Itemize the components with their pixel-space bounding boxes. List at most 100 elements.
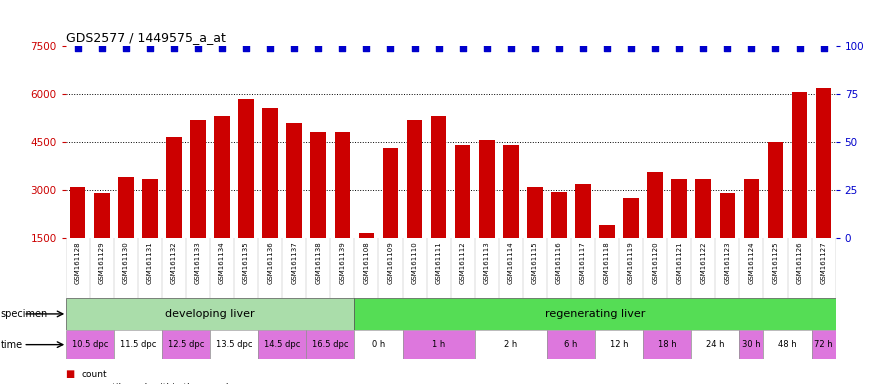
Point [672,45,686,51]
Point [552,45,566,51]
Point [431,45,445,51]
Text: GSM161114: GSM161114 [507,241,514,284]
Bar [142,179,158,238]
Point [94,45,108,51]
Bar [238,99,254,238]
Bar [648,172,663,238]
Bar [719,193,735,238]
Bar [527,187,542,238]
Point [816,45,830,51]
Point [528,45,542,51]
Bar [70,187,86,238]
Bar [503,145,519,238]
Text: 18 h: 18 h [658,340,676,349]
Bar [744,179,760,238]
Bar [551,192,567,238]
Text: 0 h: 0 h [372,340,385,349]
Text: GSM161108: GSM161108 [363,241,369,284]
Text: GSM161110: GSM161110 [411,241,417,284]
Text: 14.5 dpc: 14.5 dpc [264,340,300,349]
Text: GSM161112: GSM161112 [459,241,466,284]
Bar [599,225,615,238]
Bar [334,132,350,238]
Text: GSM161129: GSM161129 [99,241,105,284]
Point [360,45,374,51]
Bar [306,330,354,359]
Text: GSM161118: GSM161118 [604,241,610,284]
Point [745,45,759,51]
Bar [359,233,374,238]
Text: GSM161120: GSM161120 [652,241,658,284]
Bar [311,132,326,238]
Point [215,45,229,51]
Bar [166,137,182,238]
Point [287,45,301,51]
Bar [354,330,402,359]
Bar [816,88,831,238]
Text: GSM161127: GSM161127 [821,241,827,284]
Text: 24 h: 24 h [706,340,724,349]
Text: 48 h: 48 h [778,340,797,349]
Point [408,45,422,51]
Text: GSM161133: GSM161133 [195,241,201,284]
Point [71,45,85,51]
Text: 1 h: 1 h [432,340,445,349]
Text: 12 h: 12 h [610,340,628,349]
Text: GSM161119: GSM161119 [628,241,634,284]
Text: GDS2577 / 1449575_a_at: GDS2577 / 1449575_a_at [66,31,226,44]
Bar [118,177,134,238]
Bar [66,298,354,330]
Text: GSM161117: GSM161117 [580,241,586,284]
Text: GSM161131: GSM161131 [147,241,153,284]
Bar [696,179,711,238]
Point [167,45,181,51]
Text: GSM161123: GSM161123 [724,241,731,284]
Bar [812,330,836,359]
Text: 11.5 dpc: 11.5 dpc [120,340,156,349]
Bar [595,330,643,359]
Point [312,45,326,51]
Bar [623,198,639,238]
Text: 16.5 dpc: 16.5 dpc [312,340,348,349]
Point [191,45,205,51]
Text: GSM161113: GSM161113 [484,241,490,284]
Text: 13.5 dpc: 13.5 dpc [216,340,252,349]
Point [768,45,782,51]
Point [624,45,638,51]
Text: GSM161115: GSM161115 [532,241,538,284]
Text: specimen: specimen [1,309,48,319]
Bar [767,142,783,238]
Text: GSM161137: GSM161137 [291,241,298,284]
Text: 2 h: 2 h [504,340,517,349]
Point [263,45,277,51]
Bar [575,184,591,238]
Text: GSM161111: GSM161111 [436,241,442,284]
Text: GSM161139: GSM161139 [340,241,346,284]
Bar [643,330,691,359]
Text: developing liver: developing liver [165,309,255,319]
Bar [479,141,494,238]
Text: percentile rank within the sample: percentile rank within the sample [81,383,235,384]
Bar [792,93,808,238]
Bar [382,149,398,238]
Point [504,45,518,51]
Bar [190,120,206,238]
Text: 10.5 dpc: 10.5 dpc [72,340,108,349]
Point [696,45,710,51]
Text: 30 h: 30 h [742,340,760,349]
Point [720,45,734,51]
Text: 6 h: 6 h [564,340,578,349]
Text: GSM161122: GSM161122 [700,241,706,283]
Text: GSM161134: GSM161134 [219,241,225,284]
Text: GSM161138: GSM161138 [315,241,321,284]
Point [456,45,470,51]
Text: ■: ■ [66,383,75,384]
Bar [114,330,162,359]
Bar [671,179,687,238]
Text: GSM161124: GSM161124 [748,241,754,283]
Point [648,45,662,51]
Text: GSM161130: GSM161130 [123,241,129,284]
Text: GSM161135: GSM161135 [243,241,249,284]
Bar [354,298,836,330]
Text: GSM161109: GSM161109 [388,241,394,284]
